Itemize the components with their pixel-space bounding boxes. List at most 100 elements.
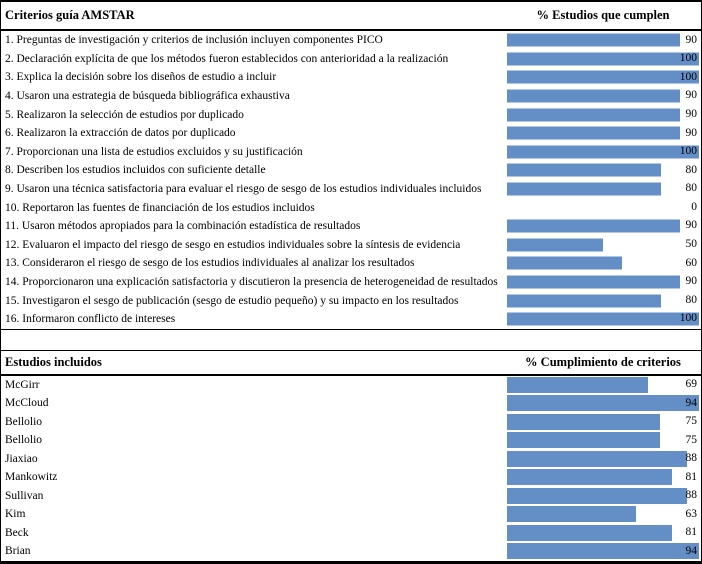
row-value: 94 bbox=[685, 396, 698, 409]
row-value: 100 bbox=[679, 70, 697, 83]
row-value: 90 bbox=[685, 275, 698, 288]
criteria-percent-header: % Estudios que cumplen bbox=[536, 8, 670, 22]
value-bar bbox=[507, 376, 648, 393]
table-row: 10. Reportaron las fuentes de financiaci… bbox=[1, 198, 701, 217]
value-bar bbox=[507, 543, 699, 560]
bar-cell: 81 bbox=[507, 468, 699, 487]
bar-cell: 75 bbox=[507, 413, 699, 432]
row-label: 13. Consideraron el riesgo de sesgo de l… bbox=[5, 257, 415, 270]
row-label: 16. Informaron conflicto de intereses bbox=[5, 313, 176, 326]
row-label: Sullivan bbox=[5, 489, 44, 502]
row-label: 6. Realizaron la extracción de datos por… bbox=[5, 127, 236, 140]
table-row: 7. Proporcionan una lista de estudios ex… bbox=[1, 143, 701, 162]
row-value: 100 bbox=[679, 145, 697, 158]
table-row: 5. Realizaron la selección de estudios p… bbox=[1, 105, 701, 124]
value-bar bbox=[507, 506, 636, 523]
table-separator bbox=[1, 328, 701, 351]
row-label: Bellolio bbox=[5, 434, 43, 447]
row-label: Brian bbox=[5, 545, 31, 558]
row-value: 60 bbox=[685, 256, 698, 269]
table-row: Jiaxiao 88 bbox=[1, 450, 701, 469]
bar-cell: 90 bbox=[507, 87, 699, 106]
row-value: 80 bbox=[685, 293, 698, 306]
value-bar bbox=[507, 294, 661, 308]
table-row: 4. Usaron una estrategia de búsqueda bib… bbox=[1, 87, 701, 106]
row-label: 7. Proporcionan una lista de estudios ex… bbox=[5, 145, 303, 158]
bar-cell: 94 bbox=[507, 542, 699, 561]
row-value: 88 bbox=[685, 489, 698, 501]
bar-cell: 90 bbox=[507, 124, 699, 143]
table-row: 15. Investigaron el sesgo de publicación… bbox=[1, 291, 701, 310]
row-label: 4. Usaron una estrategia de búsqueda bib… bbox=[5, 90, 290, 103]
bar-cell: 0 bbox=[507, 198, 699, 217]
table-row: Sullivan 88 bbox=[1, 487, 701, 506]
table-row: Mankowitz 81 bbox=[1, 468, 701, 487]
value-bar bbox=[507, 33, 680, 47]
bar-cell: 100 bbox=[507, 50, 699, 69]
value-bar bbox=[507, 487, 687, 504]
bar-cell: 88 bbox=[507, 450, 699, 469]
value-bar bbox=[507, 182, 661, 196]
bar-cell: 90 bbox=[507, 31, 699, 50]
row-value: 63 bbox=[685, 507, 698, 520]
row-label: 3. Explica la decisión sobre los diseños… bbox=[5, 71, 277, 84]
bar-cell: 50 bbox=[507, 236, 699, 255]
value-bar bbox=[507, 312, 699, 326]
row-label: 1. Preguntas de investigación y criterio… bbox=[5, 34, 383, 47]
value-bar bbox=[507, 275, 680, 289]
bar-cell: 81 bbox=[507, 524, 699, 543]
table-row: McCloud 94 bbox=[1, 394, 701, 413]
value-bar bbox=[507, 108, 680, 122]
table-row: 14. Proporcionaron una explicación satis… bbox=[1, 273, 701, 292]
row-value: 100 bbox=[679, 52, 697, 65]
bar-cell: 90 bbox=[507, 273, 699, 292]
row-label: Kim bbox=[5, 508, 26, 521]
row-label: 14. Proporcionaron una explicación satis… bbox=[5, 276, 498, 289]
row-value: 0 bbox=[691, 200, 697, 213]
studies-table-header: Estudios incluidos % Cumplimiento de cri… bbox=[1, 351, 701, 376]
row-value: 100 bbox=[679, 312, 697, 325]
row-label: 10. Reportaron las fuentes de financiaci… bbox=[5, 201, 315, 214]
row-label: 15. Investigaron el sesgo de publicación… bbox=[5, 294, 459, 307]
value-bar bbox=[507, 163, 661, 177]
table-row: 3. Explica la decisión sobre los diseños… bbox=[1, 68, 701, 87]
row-label: 11. Usaron métodos apropiados para la co… bbox=[5, 220, 361, 233]
table-row: 11. Usaron métodos apropiados para la co… bbox=[1, 217, 701, 236]
bar-cell: 75 bbox=[507, 431, 699, 450]
table-row: 13. Consideraron el riesgo de sesgo de l… bbox=[1, 254, 701, 273]
table-row: 8. Describen los estudios incluidos con … bbox=[1, 161, 701, 180]
value-bar bbox=[507, 432, 661, 449]
bar-cell: 69 bbox=[507, 376, 699, 395]
table-row: 1. Preguntas de investigación y criterio… bbox=[1, 31, 701, 50]
table-row: 16. Informaron conflicto de intereses 100 bbox=[1, 310, 701, 329]
row-value: 75 bbox=[685, 433, 698, 446]
row-label: 9. Usaron una técnica satisfactoria para… bbox=[5, 183, 482, 196]
included-studies-table: Estudios incluidos % Cumplimiento de cri… bbox=[1, 351, 701, 561]
table-row: Beck 81 bbox=[1, 524, 701, 543]
criteria-header-title: Criterios guía AMSTAR bbox=[5, 8, 135, 22]
row-label: McGirr bbox=[5, 378, 40, 391]
row-value: 90 bbox=[685, 219, 698, 232]
bar-cell: 88 bbox=[507, 487, 699, 506]
table-row: 12. Evaluaron el impacto del riesgo de s… bbox=[1, 236, 701, 255]
bar-cell: 80 bbox=[507, 180, 699, 199]
table-row: Bellolio 75 bbox=[1, 431, 701, 450]
bar-cell: 63 bbox=[507, 505, 699, 524]
row-value: 81 bbox=[685, 470, 698, 483]
value-bar bbox=[507, 219, 680, 233]
row-label: 2. Declaración explícita de que los méto… bbox=[5, 52, 449, 65]
row-value: 50 bbox=[685, 238, 698, 251]
table-row: 6. Realizaron la extracción de datos por… bbox=[1, 124, 701, 143]
bar-cell: 60 bbox=[507, 254, 699, 273]
row-value: 90 bbox=[685, 89, 698, 102]
bar-cell: 100 bbox=[507, 310, 699, 329]
studies-header-title: Estudios incluidos bbox=[5, 354, 102, 369]
row-value: 90 bbox=[685, 33, 698, 46]
bar-cell: 94 bbox=[507, 394, 699, 413]
bar-cell: 90 bbox=[507, 105, 699, 124]
row-label: 5. Realizaron la selección de estudios p… bbox=[5, 108, 244, 121]
row-label: 12. Evaluaron el impacto del riesgo de s… bbox=[5, 238, 461, 251]
value-bar bbox=[507, 413, 661, 430]
row-value: 94 bbox=[685, 544, 698, 557]
bar-cell: 80 bbox=[507, 291, 699, 310]
